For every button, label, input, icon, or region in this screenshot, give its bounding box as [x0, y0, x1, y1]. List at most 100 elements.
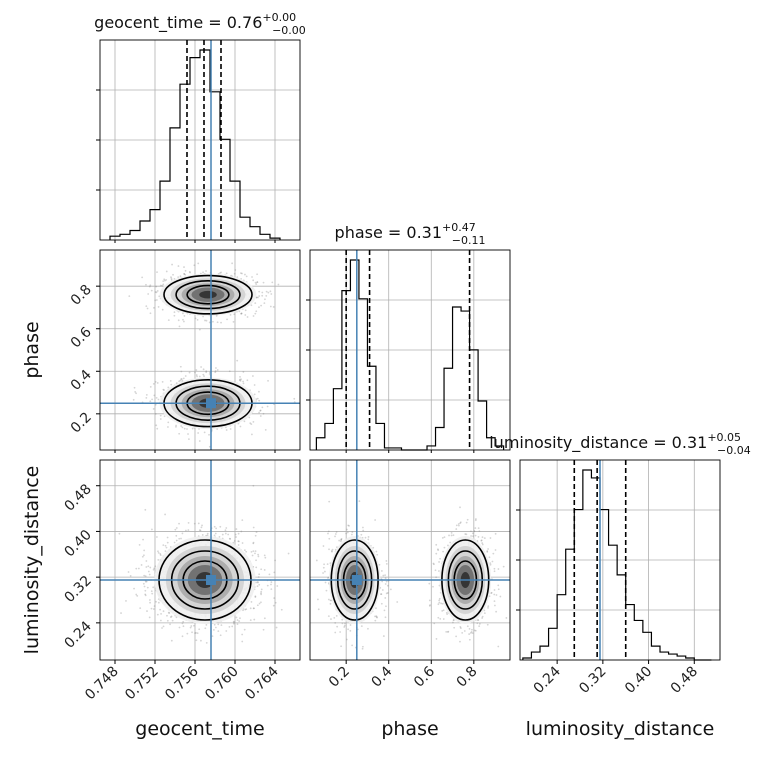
- scatter-point: [493, 570, 496, 573]
- scatter-point: [474, 527, 477, 529]
- scatter-point: [331, 550, 333, 553]
- scatter-point: [163, 278, 166, 281]
- scatter-point: [255, 581, 258, 584]
- scatter-point: [144, 580, 147, 583]
- histogram-geocent_time: [109, 49, 281, 240]
- scatter-point: [145, 580, 148, 583]
- scatter-point: [260, 588, 263, 591]
- scatter-point: [229, 313, 232, 316]
- scatter-point: [251, 554, 254, 557]
- scatter-point: [233, 621, 235, 624]
- scatter-point: [202, 271, 204, 274]
- scatter-point: [231, 262, 234, 265]
- scatter-point: [156, 271, 158, 274]
- scatter-point: [135, 593, 138, 596]
- scatter-point: [196, 632, 199, 635]
- scatter-point: [206, 534, 209, 537]
- scatter-point: [240, 312, 243, 315]
- title-lower-error: −0.11: [452, 234, 486, 247]
- scatter-point: [242, 371, 245, 373]
- scatter-point: [380, 593, 383, 596]
- scatter-point: [219, 525, 222, 528]
- scatter-point: [159, 608, 162, 611]
- scatter-point: [143, 574, 146, 577]
- scatter-point: [249, 607, 252, 610]
- scatter-point: [240, 312, 243, 315]
- scatter-point: [189, 626, 192, 629]
- scatter-point: [193, 264, 196, 267]
- scatter-point: [383, 609, 386, 612]
- scatter-point: [340, 645, 343, 648]
- scatter-point: [141, 276, 144, 279]
- scatter-point: [259, 415, 262, 417]
- scatter-point: [270, 588, 273, 591]
- scatter-point: [157, 551, 160, 554]
- scatter-point: [228, 537, 231, 540]
- scatter-point: [232, 321, 235, 323]
- scatter-point: [242, 609, 244, 612]
- scatter-point: [182, 377, 185, 380]
- scatter-point: [257, 581, 259, 584]
- scatter-point: [375, 616, 378, 618]
- scatter-point: [256, 273, 259, 276]
- scatter-point: [167, 611, 170, 614]
- scatter-point: [162, 283, 165, 286]
- scatter-point: [152, 382, 155, 385]
- scatter-point: [145, 566, 148, 568]
- scatter-point: [271, 281, 274, 284]
- scatter-point: [198, 529, 201, 532]
- scatter-point: [226, 318, 228, 321]
- scatter-point: [155, 396, 158, 399]
- contour-line: [175, 279, 241, 310]
- scatter-point: [272, 604, 275, 607]
- scatter-point: [208, 321, 211, 324]
- grid-lines-2-2: [520, 460, 720, 660]
- scatter-point: [163, 415, 166, 418]
- scatter-point: [205, 641, 208, 644]
- scatter-point: [194, 317, 197, 320]
- scatter-point: [493, 589, 496, 591]
- scatter-point: [197, 522, 200, 525]
- scatter-point: [186, 428, 188, 430]
- scatter-point: [256, 580, 259, 583]
- scatter-point: [183, 315, 186, 317]
- scatter-point: [258, 602, 261, 605]
- scatter-point: [260, 601, 262, 604]
- scatter-point: [144, 593, 147, 596]
- scatter-point: [170, 639, 173, 642]
- scatter-point: [184, 529, 187, 532]
- scatter-point: [152, 568, 155, 571]
- scatter-point: [150, 289, 153, 292]
- scatter-point: [335, 531, 338, 533]
- scatter-point: [172, 273, 174, 276]
- scatter-point: [237, 532, 240, 535]
- scatter-point: [341, 622, 344, 625]
- scatter-point: [190, 625, 193, 627]
- scatter-point: [159, 619, 162, 622]
- scatter-point: [239, 379, 242, 382]
- scatter-point: [273, 571, 276, 574]
- scatter-point: [340, 539, 343, 541]
- scatter-point: [150, 590, 153, 593]
- title-upper-error: +0.00: [262, 11, 296, 24]
- scatter-point: [362, 526, 364, 529]
- scatter-point: [166, 614, 168, 617]
- scatter-point: [213, 534, 216, 537]
- scatter-point: [438, 599, 441, 602]
- scatter-point: [476, 622, 479, 625]
- scatter-point: [218, 535, 221, 538]
- title-lower-error: −0.04: [717, 444, 751, 457]
- scatter-point: [375, 615, 378, 618]
- scatter-point: [347, 628, 349, 631]
- scatter-point: [255, 283, 258, 285]
- scatter-point: [494, 532, 497, 535]
- scatter-point: [171, 619, 174, 622]
- scatter-point: [443, 536, 446, 539]
- scatter-point: [208, 433, 210, 436]
- scatter-point: [232, 620, 235, 623]
- scatter-point: [224, 529, 227, 532]
- scatter-point: [180, 378, 182, 380]
- scatter-point: [175, 616, 178, 619]
- scatter-point: [263, 302, 266, 304]
- scatter-point: [262, 412, 265, 415]
